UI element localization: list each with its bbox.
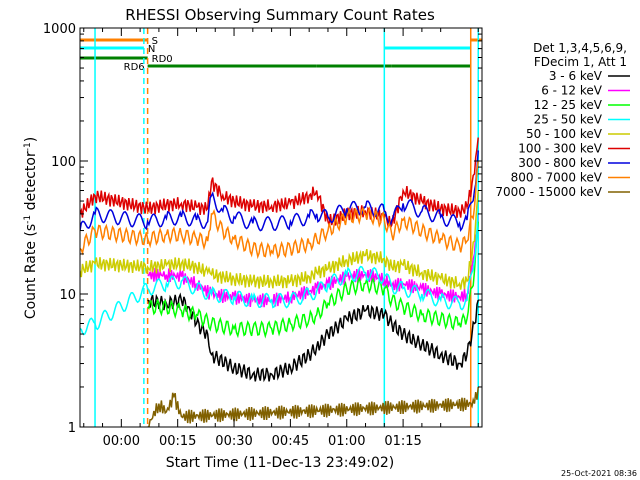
y-axis-label-exp1: -1: [23, 215, 33, 224]
y-axis-label-text: Count Rate (s: [23, 224, 39, 319]
x-tick-label: 00:30: [215, 434, 252, 449]
series-line: [80, 150, 479, 232]
x-tick-label: 00:45: [272, 434, 309, 449]
flag-label: RD0: [152, 54, 173, 65]
series-line: [80, 160, 479, 260]
x-tick-label: 01:00: [328, 434, 365, 449]
legend: Det 1,3,4,5,6,9, FDecim 1, Att 1 3 - 6 k…: [495, 41, 630, 199]
legend-entry-label: 7000 - 15000 keV: [495, 185, 602, 199]
legend-entry-label: 100 - 300 keV: [518, 142, 602, 156]
series-line: [80, 190, 479, 290]
legend-entry-label: 3 - 6 keV: [549, 69, 603, 83]
legend-header-2: FDecim 1, Att 1: [534, 55, 627, 69]
y-axis-label-exp2: -1: [23, 142, 33, 151]
y-axis-label-end: ): [23, 137, 39, 142]
legend-header-1: Det 1,3,4,5,6,9,: [533, 41, 627, 55]
legend-entry-label: 300 - 800 keV: [518, 156, 602, 170]
series-line: [80, 207, 479, 336]
vertical-markers: [94, 28, 479, 427]
legend-entry-label: 800 - 7000 keV: [511, 171, 603, 185]
flag-label: RD6: [124, 62, 145, 73]
chart-title: RHESSI Observing Summary Count Rates: [125, 6, 435, 24]
legend-entry-label: 12 - 25 keV: [534, 98, 603, 112]
x-tick-label: 00:15: [159, 434, 196, 449]
series-line: [147, 386, 479, 427]
series-lines: [80, 137, 479, 427]
y-tick-label: 10: [59, 288, 76, 303]
y-tick-label: 100: [51, 155, 76, 170]
footer-date: 25-Oct-2021 08:36: [561, 469, 637, 478]
flag-label: S: [152, 36, 158, 47]
x-tick-label: 00:00: [103, 434, 140, 449]
y-tick-label: 1000: [43, 22, 76, 37]
series-line: [147, 213, 479, 308]
plot-frame: [79, 27, 483, 428]
flag-label: N: [148, 44, 155, 55]
y-axis-label-mid: detector: [23, 151, 39, 215]
series-line: [147, 221, 479, 339]
legend-entry-label: 6 - 12 keV: [541, 84, 603, 98]
y-tick-label: 1: [68, 421, 76, 436]
legend-entry-label: 25 - 50 keV: [534, 113, 603, 127]
legend-entry-label: 50 - 100 keV: [526, 127, 603, 141]
x-tick-label: 01:15: [384, 434, 421, 449]
y-axis-ticks: 1 10 100 1000: [43, 22, 482, 436]
y-axis-label: Count Rate (s-1 detector-1): [23, 137, 39, 319]
series-line: [147, 292, 479, 383]
x-axis-ticks: 00:00 00:15 00:30 00:45 01:00 01:15: [83, 28, 479, 449]
x-axis-label: Start Time (11-Dec-13 23:49:02): [166, 455, 394, 471]
